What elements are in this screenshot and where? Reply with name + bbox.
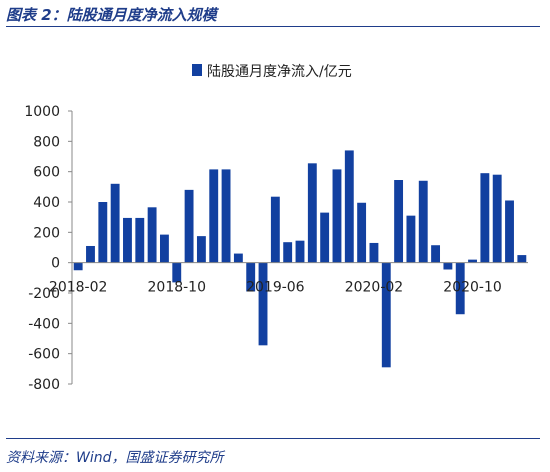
bar — [283, 242, 293, 263]
legend: 陆股通月度净流入/亿元 — [192, 64, 352, 80]
x-tick-label: 2018-02 — [49, 280, 108, 296]
bar — [468, 259, 477, 263]
bar — [344, 150, 354, 263]
y-tick-label: 1000 — [24, 104, 60, 120]
bar — [110, 183, 120, 263]
y-tick-label: -600 — [28, 347, 60, 363]
bar — [246, 262, 256, 292]
bar — [381, 262, 391, 368]
y-tick-label: 0 — [51, 256, 60, 272]
bar — [123, 217, 132, 263]
bar — [258, 262, 268, 346]
bar — [295, 240, 305, 263]
bar — [443, 262, 453, 270]
bar — [455, 262, 465, 315]
bar — [135, 217, 145, 263]
bar — [184, 189, 194, 263]
y-tick-label: -800 — [28, 377, 60, 393]
bar — [209, 169, 219, 263]
x-axis: 2018-02 2018-10 2019-06 2020-02 2020-10 — [49, 262, 528, 296]
y-tick-label: 200 — [33, 225, 60, 241]
y-tick-label: 600 — [33, 165, 60, 181]
bar — [357, 202, 367, 263]
y-tick-label: 800 — [33, 134, 60, 150]
bar — [517, 255, 527, 263]
bar — [480, 173, 490, 263]
bar — [394, 180, 404, 263]
bars — [73, 150, 527, 368]
x-tick-label: 2018-10 — [148, 280, 207, 296]
bar — [98, 202, 108, 263]
bar — [406, 215, 416, 263]
y-axis: -800 -600 -400 -200 0 200 400 600 800 1000 — [24, 104, 73, 393]
bar — [307, 163, 317, 263]
bar — [172, 262, 182, 283]
legend-swatch — [192, 64, 202, 76]
y-tick-label: -200 — [28, 286, 60, 302]
y-tick-label: 400 — [33, 195, 60, 211]
bar — [147, 207, 157, 263]
legend-label: 陆股通月度净流入/亿元 — [207, 64, 352, 80]
bar — [418, 180, 428, 263]
bar — [196, 236, 206, 263]
bar — [369, 242, 379, 263]
source-rule — [6, 438, 540, 439]
bar — [492, 174, 502, 263]
x-tick-label: 2020-02 — [345, 280, 404, 296]
bar — [221, 169, 231, 263]
bar — [431, 245, 441, 263]
bar — [320, 212, 330, 263]
bar — [86, 245, 95, 263]
bar — [73, 262, 83, 271]
x-tick-label: 2019-06 — [246, 280, 305, 296]
x-tick-label: 2020-10 — [443, 280, 502, 296]
bar — [159, 234, 169, 263]
figure-title: 图表 2：陆股通月度净流入规模 — [6, 6, 217, 24]
title-rule — [6, 26, 540, 27]
bar — [233, 253, 243, 263]
bar — [332, 169, 342, 263]
source-note: 资料来源：Wind，国盛证券研究所 — [6, 450, 224, 466]
bar — [270, 196, 280, 263]
bar — [505, 200, 514, 263]
y-tick-label: -400 — [28, 316, 60, 332]
